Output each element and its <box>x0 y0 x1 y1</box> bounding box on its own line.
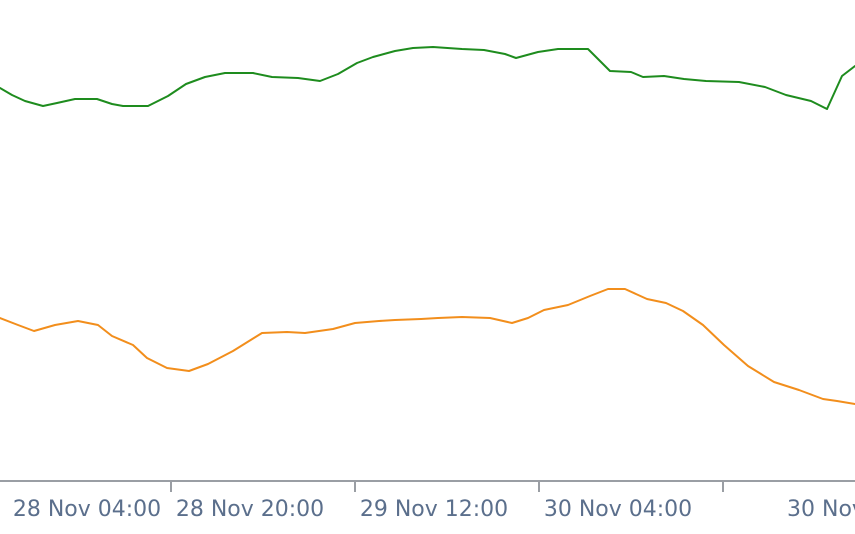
x-tick-label: 28 Nov 04:00 <box>13 497 161 522</box>
x-tick-label: 30 Nov 20:00 <box>787 497 855 522</box>
series-layer <box>0 46 855 405</box>
x-tick-label: 29 Nov 12:00 <box>360 497 508 522</box>
series-line-1 <box>0 46 855 110</box>
x-axis: 28 Nov 04:00 28 Nov 20:00 29 Nov 12:00 3… <box>0 480 855 522</box>
series-line-2 <box>0 288 855 405</box>
x-tick-label: 30 Nov 04:00 <box>544 497 692 522</box>
x-tick-label: 28 Nov 20:00 <box>176 497 324 522</box>
